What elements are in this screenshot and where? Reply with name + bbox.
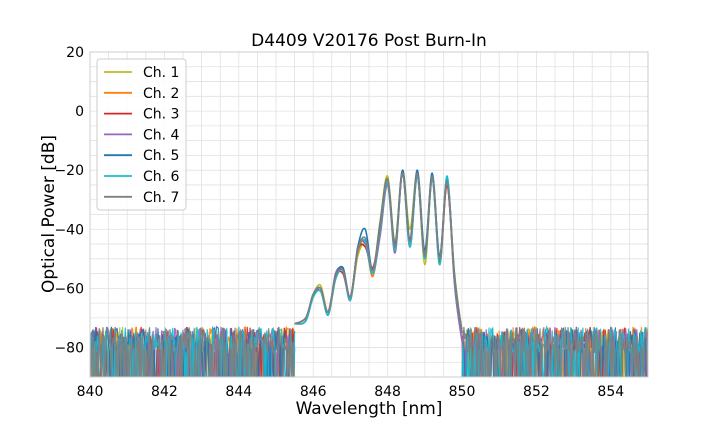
x-tick-label: 844	[225, 384, 252, 400]
legend-label: Ch. 1	[143, 65, 179, 81]
legend-label: Ch. 7	[143, 190, 179, 206]
x-tick-label: 848	[374, 384, 401, 400]
legend: Ch. 1 Ch. 2 Ch. 3 Ch. 4 Ch. 5 Ch. 6 Ch. 7	[96, 58, 187, 211]
chart-title: D4409 V20176 Post Burn-In	[251, 31, 487, 51]
legend-label: Ch. 5	[143, 148, 179, 164]
x-tick-label: 842	[151, 384, 178, 400]
x-tick-labels: 840 842 844 846 848 850 852 854	[77, 384, 625, 400]
x-tick-label: 852	[523, 384, 550, 400]
y-tick-label: −60	[54, 281, 84, 297]
noise-floor	[90, 325, 648, 377]
series-lines	[294, 169, 463, 342]
legend-label: Ch. 2	[143, 86, 179, 102]
x-axis-label: Wavelength [nm]	[296, 399, 443, 419]
x-tick-label: 840	[77, 384, 104, 400]
series-line	[294, 172, 463, 333]
plot-frame	[89, 51, 649, 378]
x-tick-label: 854	[597, 384, 624, 400]
x-tick-label: 846	[300, 384, 327, 400]
y-tick-labels: −80 −60 −40 −20 0 20	[54, 45, 84, 356]
noise-trace	[461, 326, 648, 377]
y-axis-label: Optical Power [dB]	[39, 135, 59, 293]
y-tick-label: 0	[75, 104, 84, 120]
noise-trace	[461, 325, 648, 377]
y-tick-label: −40	[54, 222, 84, 238]
y-tick-label: −80	[54, 340, 84, 356]
legend-label: Ch. 3	[143, 107, 179, 123]
legend-label: Ch. 6	[143, 169, 180, 185]
legend-box	[96, 58, 187, 211]
x-tick-label: 850	[449, 384, 476, 400]
y-tick-label: 20	[66, 45, 84, 61]
legend-label: Ch. 4	[143, 127, 180, 143]
y-tick-label: −20	[54, 163, 84, 179]
noise-trace	[90, 326, 295, 377]
